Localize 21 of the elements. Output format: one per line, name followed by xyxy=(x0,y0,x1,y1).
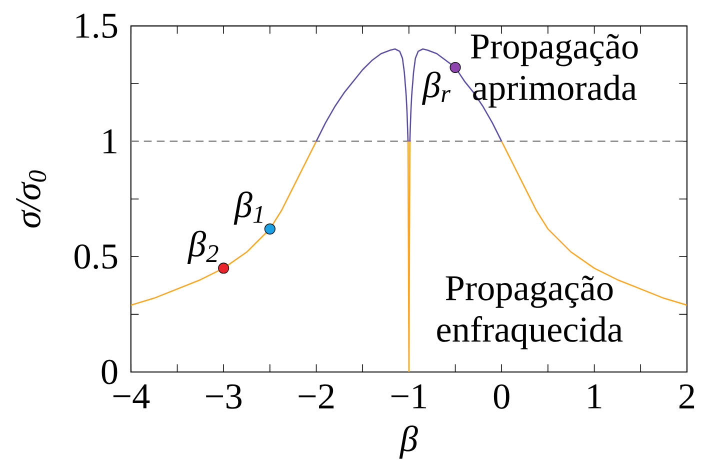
x-tick-label: 1 xyxy=(588,384,602,408)
x-tick-label: −1 xyxy=(391,384,426,408)
y-tick-label: 1.5 xyxy=(76,14,118,38)
x-axis-title: β xyxy=(399,426,418,459)
y-tick-label: 0 xyxy=(102,360,118,384)
x-tick-label: −3 xyxy=(206,384,242,409)
x-tick-label: −2 xyxy=(298,384,334,409)
point xyxy=(450,62,461,74)
legend-label: β$_{r}$ xyxy=(422,72,451,106)
point xyxy=(264,224,276,235)
series-label: β$_{2}$ xyxy=(187,230,218,264)
x-tick-label: −4 xyxy=(113,384,150,408)
x-tick-label: 2 xyxy=(679,384,694,409)
y-axis-title: σ/σ$_{0}$ xyxy=(16,170,46,228)
point xyxy=(218,262,230,274)
y-tick-label: 0.5 xyxy=(74,244,118,270)
annotation: Propagação enfraquecida xyxy=(437,276,623,350)
series-label: β$_{1}$ xyxy=(234,192,262,225)
annotation: Propagação aprimorada xyxy=(470,34,638,108)
y-tick-label: 1 xyxy=(104,129,116,154)
x-tick-label: 0 xyxy=(494,384,510,409)
